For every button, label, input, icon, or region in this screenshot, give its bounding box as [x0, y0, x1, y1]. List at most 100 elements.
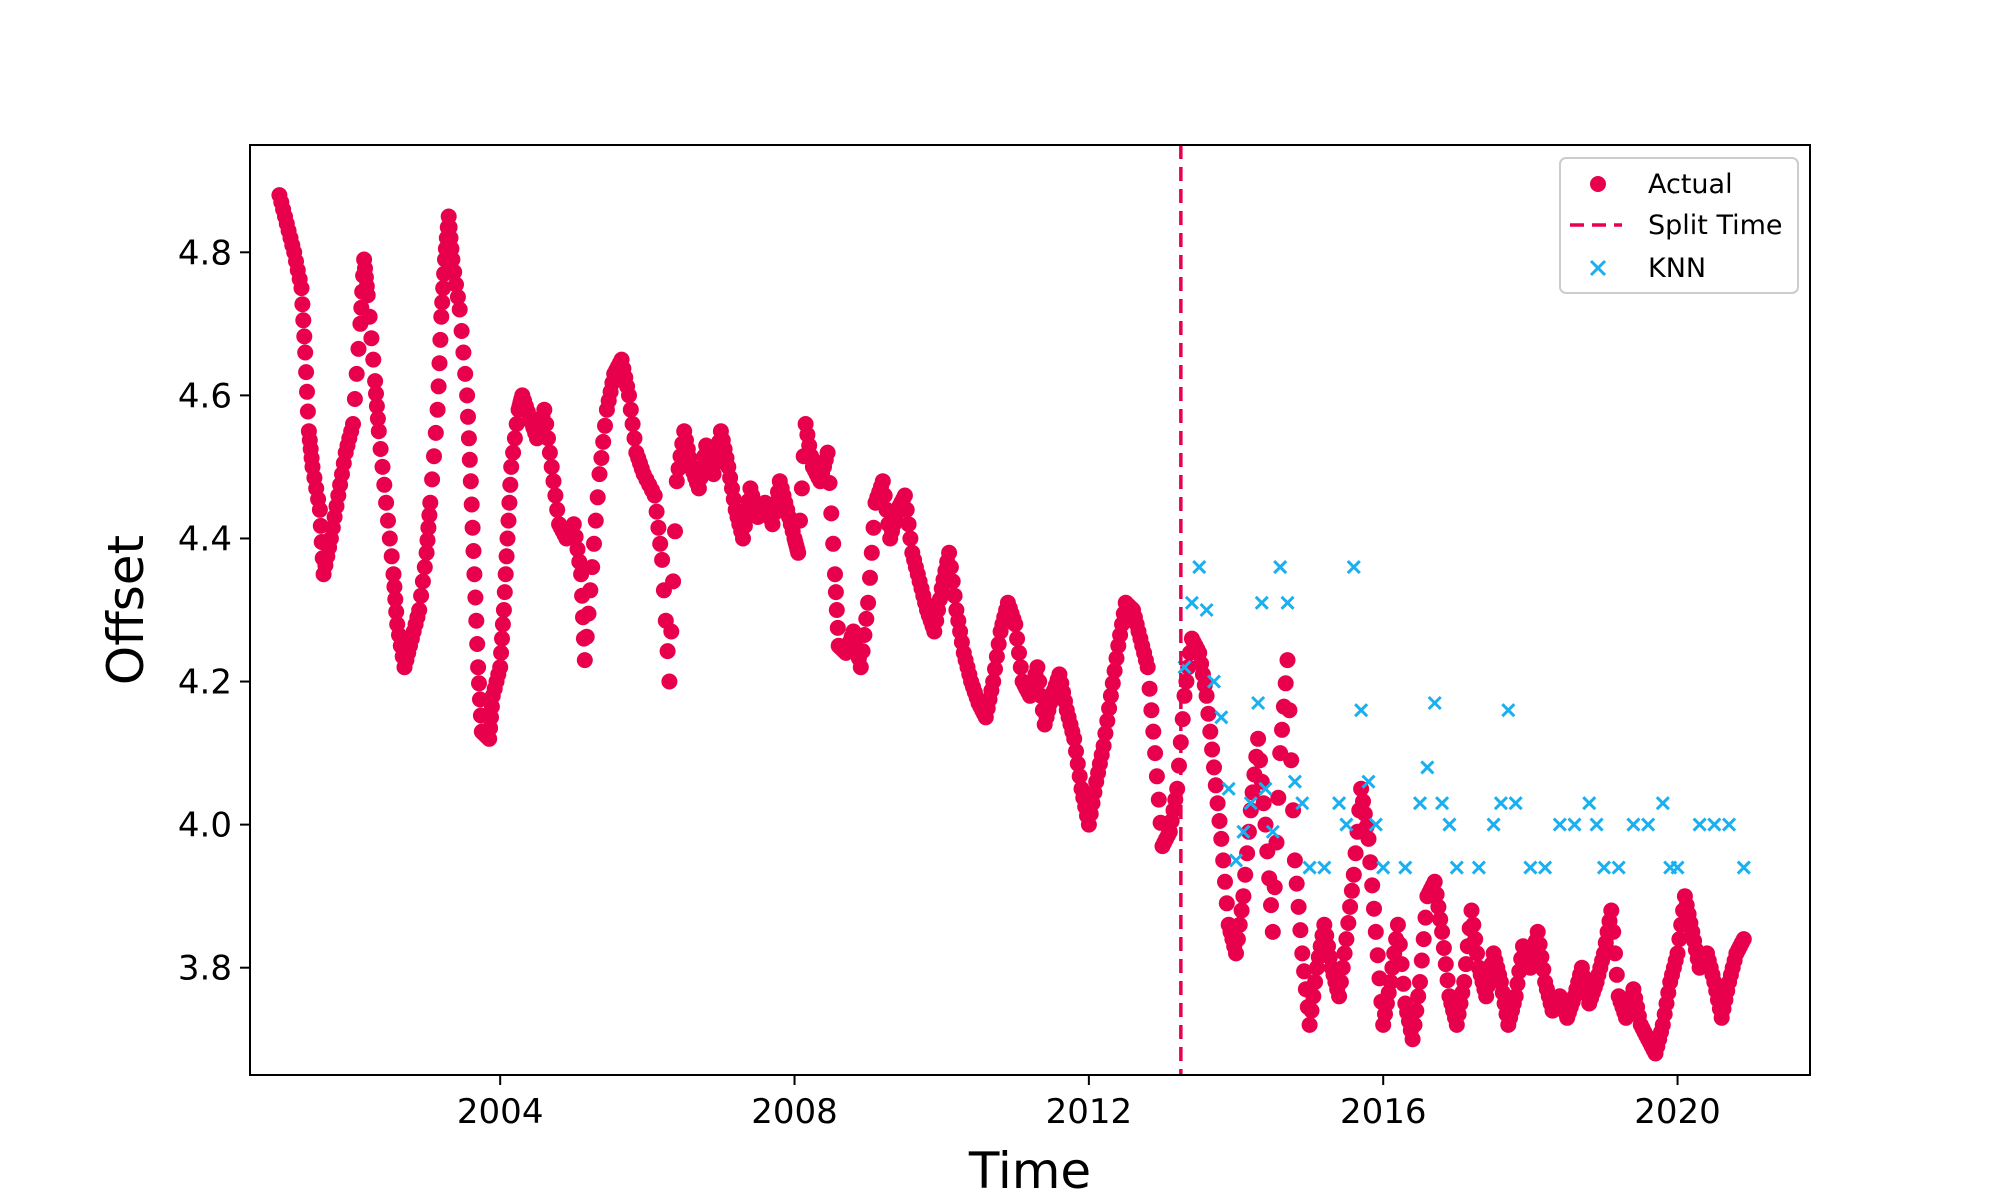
actual-point — [1286, 852, 1303, 869]
actual-point — [299, 383, 315, 400]
legend-actual-label: Actual — [1648, 169, 1733, 200]
actual-point — [1215, 852, 1232, 869]
actual-point — [1031, 673, 1048, 690]
knn-point — [1398, 860, 1413, 875]
actual-point — [1255, 795, 1272, 812]
actual-point — [735, 530, 751, 547]
actual-point — [444, 251, 461, 268]
actual-point — [1097, 725, 1114, 742]
actual-point — [1218, 895, 1235, 912]
legend: Actual Split Time KNN — [1559, 157, 1799, 294]
actual-point — [374, 458, 391, 475]
actual-point — [862, 569, 878, 586]
actual-point — [311, 501, 328, 518]
actual-point — [1274, 721, 1290, 738]
actual-point — [500, 512, 517, 529]
actual-point — [434, 294, 451, 311]
actual-point — [359, 287, 376, 304]
actual-point — [1012, 659, 1029, 676]
actual-point — [363, 330, 380, 347]
actual-point — [663, 623, 680, 640]
actual-point — [388, 603, 405, 620]
actual-point — [624, 416, 641, 432]
actual-point — [1367, 923, 1384, 940]
actual-point — [1106, 662, 1123, 679]
actual-point — [1235, 888, 1252, 905]
actual-point — [595, 433, 612, 450]
actual-point — [492, 659, 509, 676]
actual-point — [580, 605, 597, 622]
knn-point — [1251, 695, 1266, 711]
actual-point — [465, 543, 482, 559]
actual-point — [508, 416, 525, 432]
actual-point — [419, 532, 436, 549]
actual-point — [1332, 974, 1349, 990]
actual-point — [1382, 974, 1399, 990]
actual-point — [736, 517, 753, 534]
knn-point — [1368, 817, 1383, 832]
knn-point — [1214, 710, 1229, 725]
actual-point — [346, 391, 363, 407]
actual-point — [1669, 945, 1686, 962]
knn-point — [1199, 602, 1214, 618]
x-tick-label: 2012 — [1046, 1092, 1133, 1132]
actual-point — [1301, 1016, 1318, 1033]
actual-point — [819, 444, 836, 461]
actual-point — [1095, 737, 1112, 754]
actual-point — [420, 519, 437, 536]
actual-point — [506, 430, 523, 447]
actual-point — [646, 487, 663, 504]
x-axis-title: Time — [968, 1142, 1091, 1200]
actual-point — [852, 659, 869, 676]
knn-point — [1641, 817, 1656, 832]
actual-point — [294, 296, 311, 313]
actual-point — [987, 661, 1003, 677]
knn-point — [1273, 560, 1288, 575]
actual-point — [942, 559, 959, 576]
actual-point — [567, 528, 584, 545]
actual-point — [1439, 972, 1456, 989]
actual-point — [493, 644, 510, 661]
knn-point — [1302, 860, 1317, 875]
actual-point — [1408, 1002, 1425, 1019]
actual-point — [1410, 988, 1427, 1005]
actual-point — [1437, 956, 1454, 973]
actual-point — [793, 480, 810, 497]
actual-point — [365, 351, 382, 368]
actual-point — [1270, 789, 1287, 806]
actual-point — [900, 516, 917, 533]
actual-point — [670, 460, 687, 477]
actual-point — [1413, 952, 1430, 969]
actual-point — [1263, 897, 1279, 914]
actual-point — [1360, 830, 1377, 847]
actual-point — [350, 340, 367, 357]
knn-point — [1596, 860, 1612, 875]
actual-point — [1389, 916, 1406, 933]
actual-point — [1356, 805, 1373, 822]
knn-point — [1184, 595, 1199, 610]
actual-point — [1417, 909, 1434, 926]
actual-point — [451, 301, 468, 318]
actual-point — [1009, 630, 1026, 647]
actual-point — [593, 450, 610, 466]
actual-point — [457, 365, 474, 382]
actual-point — [1671, 931, 1688, 948]
knn-point — [1589, 817, 1604, 832]
actual-point — [1253, 773, 1270, 790]
knn-point — [1567, 817, 1582, 832]
actual-point — [387, 591, 404, 608]
actual-point — [426, 448, 442, 465]
actual-point — [621, 387, 637, 404]
knn-point — [1361, 774, 1376, 789]
actual-point — [1007, 616, 1024, 633]
knn-point — [1442, 817, 1457, 832]
knn-point — [1376, 860, 1391, 875]
actual-point — [589, 489, 606, 506]
actual-point — [825, 535, 842, 552]
actual-point — [501, 494, 518, 511]
y-tick-label: 4.4 — [178, 519, 232, 559]
actual-point — [1202, 723, 1219, 740]
actual-point — [1204, 741, 1221, 758]
actual-point — [1148, 768, 1165, 785]
actual-point — [472, 691, 488, 708]
